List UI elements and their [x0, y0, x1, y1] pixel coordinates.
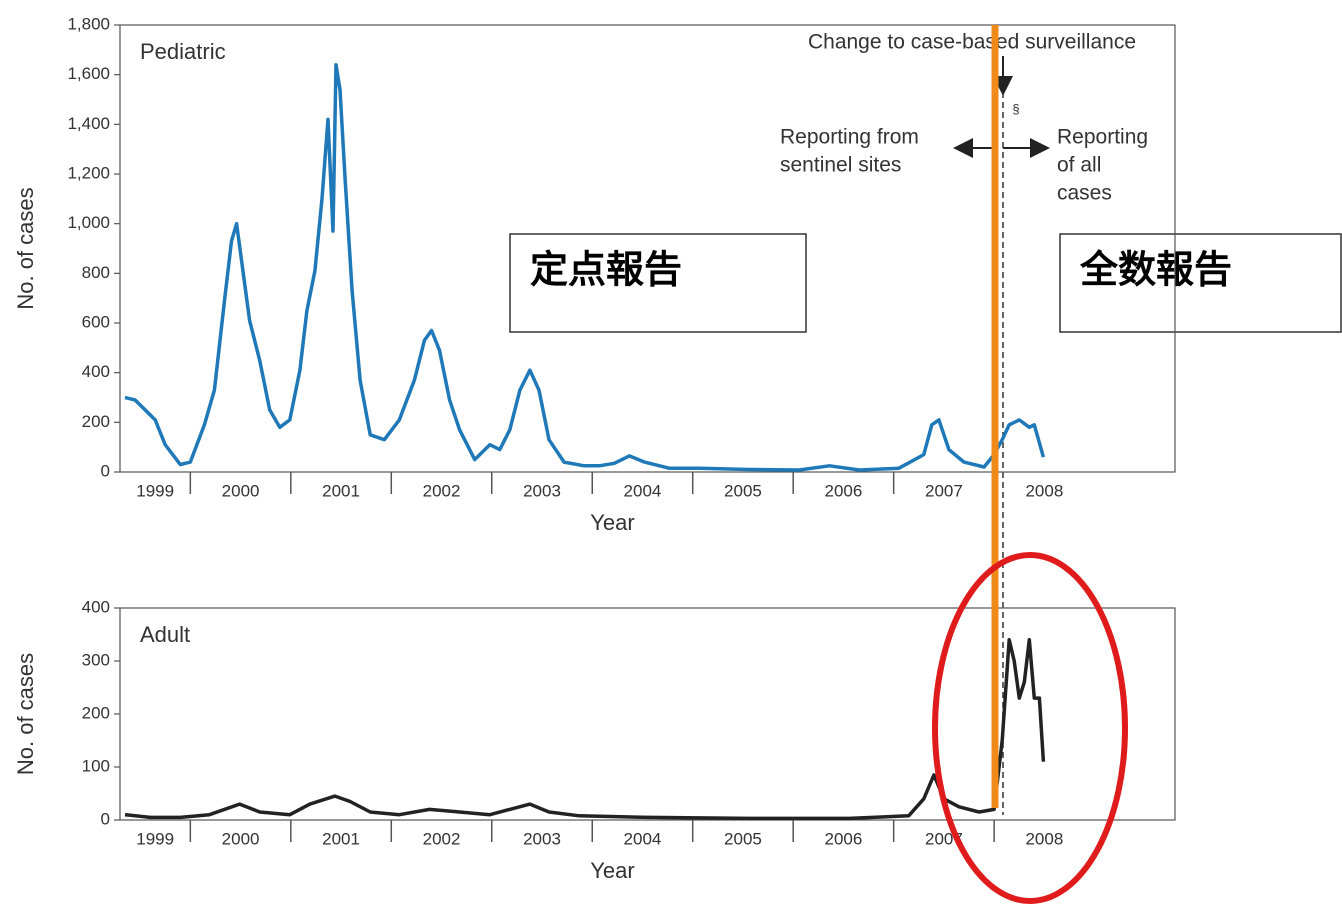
x-tick-label: 2008 — [1025, 829, 1063, 848]
x-tick-label: 2001 — [322, 829, 360, 848]
x-tick-label: 2000 — [222, 481, 260, 500]
before-note: sentinel sites — [780, 154, 901, 177]
x-axis-title: Year — [590, 510, 634, 535]
x-axis-title: Year — [590, 858, 634, 883]
y-tick-label: 1,600 — [67, 64, 110, 83]
x-tick-label: 2006 — [825, 481, 863, 500]
x-tick-label: 2007 — [925, 481, 963, 500]
x-tick-label: 2002 — [423, 829, 461, 848]
x-tick-label: 2005 — [724, 481, 762, 500]
y-tick-label: 1,400 — [67, 114, 110, 133]
y-axis-title: No. of cases — [13, 653, 38, 775]
y-tick-label: 300 — [82, 650, 110, 669]
after-note: of all — [1057, 154, 1101, 177]
y-tick-label: 600 — [82, 312, 110, 331]
y-tick-label: 800 — [82, 263, 110, 282]
after-note: cases — [1057, 182, 1112, 205]
data-line — [124, 62, 1046, 472]
y-tick-label: 100 — [82, 756, 110, 775]
y-axis-title: No. of cases — [13, 187, 38, 309]
x-tick-label: 2006 — [825, 829, 863, 848]
after-note: Reporting — [1057, 126, 1148, 149]
y-tick-label: 1,200 — [67, 163, 110, 182]
y-tick-label: 400 — [82, 597, 110, 616]
x-tick-label: 2005 — [724, 829, 762, 848]
panel-label: Adult — [140, 622, 190, 647]
data-line — [124, 638, 1046, 821]
x-tick-label: 2000 — [222, 829, 260, 848]
x-tick-label: 1999 — [136, 829, 174, 848]
y-tick-label: 0 — [101, 809, 110, 828]
y-tick-label: 1,000 — [67, 213, 110, 232]
y-tick-label: 0 — [101, 461, 110, 480]
label-box — [1059, 233, 1342, 333]
y-tick-label: 200 — [82, 703, 110, 722]
highlight-ellipse — [932, 552, 1128, 904]
box-label: 全数報告 — [1079, 248, 1232, 292]
plot-frame — [119, 607, 1176, 821]
x-tick-label: 2004 — [624, 481, 662, 500]
plot-frame — [119, 24, 1176, 473]
x-tick-label: 2004 — [624, 829, 662, 848]
y-tick-label: 400 — [82, 362, 110, 381]
label-box — [509, 233, 807, 333]
x-tick-label: 2001 — [322, 481, 360, 500]
box-label: 定点報告 — [530, 248, 682, 292]
panel-label: Pediatric — [140, 39, 226, 64]
before-note: Reporting from — [780, 126, 919, 149]
x-tick-label: 2008 — [1025, 481, 1063, 500]
x-tick-label: 1999 — [136, 481, 174, 500]
y-tick-label: 200 — [82, 412, 110, 431]
x-tick-label: 2002 — [423, 481, 461, 500]
y-tick-label: 1,800 — [67, 14, 110, 33]
change-note: Change to case-based surveillance — [808, 31, 1136, 54]
x-tick-label: 2003 — [523, 829, 561, 848]
section-mark: § — [1012, 101, 1019, 116]
x-tick-label: 2003 — [523, 481, 561, 500]
